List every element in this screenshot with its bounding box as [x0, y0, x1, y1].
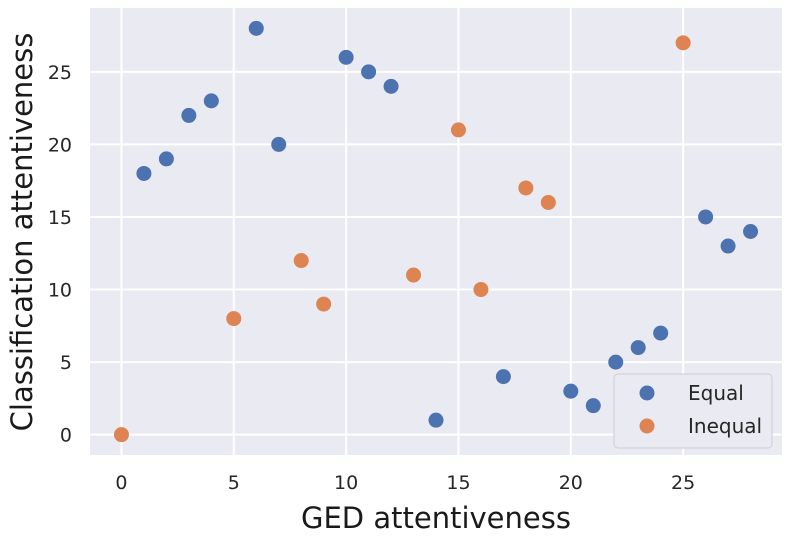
- x-tick-label: 15: [446, 472, 470, 494]
- data-point-inequal: [406, 267, 422, 283]
- data-point-equal: [428, 412, 444, 428]
- data-points: [113, 20, 759, 443]
- data-point-inequal: [540, 194, 556, 210]
- legend-marker-equal: [639, 385, 655, 401]
- data-point-equal: [585, 398, 601, 414]
- legend-label-equal: Equal: [688, 381, 744, 405]
- y-tick-label: 25: [48, 62, 72, 84]
- grid-lines: [90, 8, 782, 455]
- x-tick-labels: 0 5 10 15 20 25: [115, 472, 695, 494]
- data-point-inequal: [473, 282, 489, 298]
- data-point-equal: [495, 369, 511, 385]
- x-tick-label: 0: [115, 472, 127, 494]
- data-point-inequal: [293, 253, 309, 269]
- data-point-equal: [563, 383, 579, 399]
- data-point-equal: [383, 78, 399, 94]
- y-tick-label: 20: [48, 134, 72, 156]
- series-equal: [136, 20, 759, 428]
- x-tick-label: 25: [671, 472, 695, 494]
- y-tick-label: 15: [48, 207, 72, 229]
- data-point-equal: [698, 209, 714, 225]
- x-tick-label: 10: [334, 472, 358, 494]
- x-tick-label: 20: [559, 472, 583, 494]
- data-point-equal: [608, 354, 624, 370]
- y-tick-label: 0: [60, 425, 72, 447]
- data-point-inequal: [450, 122, 466, 138]
- legend: Equal Inequal: [613, 373, 773, 449]
- data-point-equal: [181, 107, 197, 123]
- data-point-equal: [653, 325, 669, 341]
- y-tick-label: 10: [48, 280, 72, 302]
- legend-marker-inequal: [639, 418, 655, 434]
- data-point-equal: [743, 224, 759, 239]
- data-point-equal: [338, 49, 354, 65]
- x-axis-label: GED attentiveness: [301, 501, 571, 535]
- data-point-equal: [720, 238, 736, 254]
- data-point-equal: [248, 20, 264, 36]
- series-inequal: [113, 35, 691, 443]
- data-point-equal: [361, 64, 377, 80]
- y-tick-labels: 0 5 10 15 20 25: [48, 62, 72, 447]
- data-point-equal: [203, 93, 219, 109]
- data-point-inequal: [316, 296, 332, 312]
- y-axis-label: Classification attentiveness: [5, 33, 39, 432]
- data-point-inequal: [226, 311, 242, 327]
- data-point-equal: [271, 136, 287, 152]
- y-tick-label: 5: [60, 352, 72, 374]
- x-tick-label: 5: [228, 472, 240, 494]
- data-point-inequal: [518, 180, 534, 196]
- data-point-inequal: [675, 35, 691, 51]
- data-point-equal: [136, 165, 152, 181]
- data-point-equal: [630, 340, 646, 356]
- data-point-inequal: [113, 427, 129, 443]
- data-point-equal: [158, 151, 174, 167]
- legend-label-inequal: Inequal: [688, 414, 762, 438]
